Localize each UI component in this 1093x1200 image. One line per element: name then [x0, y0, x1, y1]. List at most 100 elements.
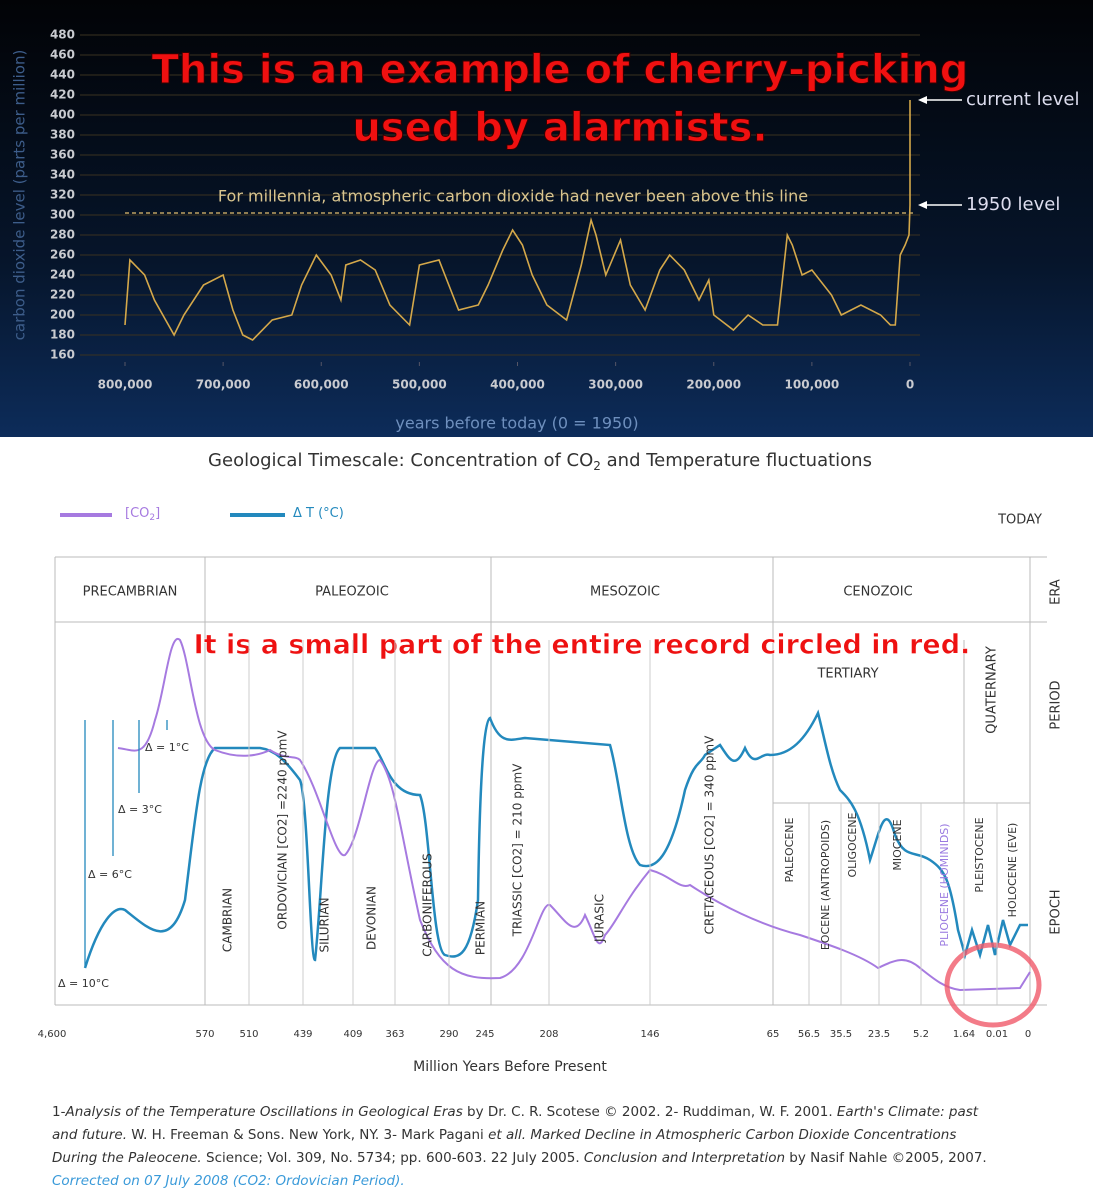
footnote-line: 1-Analysis of the Temperature Oscillatio…: [52, 1104, 979, 1120]
delta-arrows: [84, 720, 168, 966]
x-tick-label: 800,000: [98, 378, 153, 392]
epoch-label: PLIOCENE (HOMINIDS): [938, 823, 951, 946]
x-tick-label: 4,600: [38, 1029, 67, 1040]
co2-curve: [117, 637, 1031, 992]
footnote-segment: by Dr. C. R. Scotese © 2002. 2- Ruddiman…: [463, 1104, 837, 1120]
footnote-segment: Analysis of the Temperature Oscillations…: [64, 1104, 462, 1120]
footnote-segment: et all. Marked Decline in Atmospheric Ca…: [488, 1127, 956, 1143]
period-label: TRIASSIC [CO2] = 210 ppmV: [511, 763, 525, 938]
footnote-segment: 1-: [52, 1104, 66, 1120]
x-tick-label: 290: [439, 1029, 458, 1040]
y-axis-label: carbon dioxide level (parts per million): [11, 50, 29, 341]
y-tick-label: 280: [50, 228, 75, 242]
x-tick-label: 35.5: [830, 1029, 852, 1040]
footnote-line: and future. W. H. Freeman & Sons. New Yo…: [52, 1127, 956, 1143]
row-label: PERIOD: [1049, 680, 1064, 729]
geo-title: Geological Timescale: Concentration of C…: [208, 450, 872, 473]
y-tick-label: 320: [50, 188, 75, 202]
period-label: JURASIC: [593, 894, 607, 943]
y-tick-label: 460: [50, 48, 75, 62]
y-tick-label: 160: [50, 348, 75, 362]
x-tick-label: 200,000: [686, 378, 741, 392]
y-tick-label: 360: [50, 148, 75, 162]
annotation: used by alarmists.: [352, 105, 767, 151]
footnote-line: Corrected on 07 July 2008 (CO2: Ordovici…: [52, 1173, 405, 1189]
x-tick-label: 570: [195, 1029, 214, 1040]
footnote-segment: Corrected on 07 July 2008 (CO2: Ordovici…: [52, 1173, 405, 1189]
co2-line: [124, 100, 911, 341]
geo-chart: Geological Timescale: Concentration of C…: [38, 450, 1064, 1189]
period-label: SILURIAN: [318, 897, 332, 952]
epoch-label: EOCENE (ANTROPOIDS): [819, 820, 832, 950]
era-label: PRECAMBRIAN: [83, 585, 178, 600]
y-tick-label: 180: [50, 328, 75, 342]
arrow-head: [918, 201, 927, 209]
marker-label: 1950 level: [966, 194, 1060, 215]
delta-label: Δ = 1°C: [145, 741, 189, 754]
footnote-segment: Earth's Climate: past: [837, 1104, 979, 1120]
y-tick-label: 440: [50, 68, 75, 82]
today-label: TODAY: [997, 513, 1042, 528]
epoch-label: OLIGOCENE: [846, 812, 859, 877]
x-axis-label: Million Years Before Present: [413, 1059, 607, 1075]
top-background: [0, 0, 1093, 437]
footnote-segment: and future.: [52, 1127, 127, 1143]
period-label: CAMBRIAN: [221, 888, 235, 952]
era-label: PALEOZOIC: [315, 585, 389, 600]
x-tick-label: 146: [640, 1029, 659, 1040]
x-tick-label: 439: [293, 1029, 312, 1040]
legend-label: Δ T (°C): [293, 506, 344, 521]
x-tick-label: 0: [906, 378, 914, 392]
delta-label: Δ = 10°C: [58, 977, 109, 990]
row-label: ERA: [1049, 579, 1064, 605]
frame: [54, 556, 1047, 1006]
y-tick-label: 400: [50, 108, 75, 122]
annotation: It is a small part of the entire record …: [194, 630, 971, 661]
era-label: MESOZOIC: [590, 585, 660, 600]
period-label: ORDOVICIAN [CO2] =2240 ppmV: [276, 730, 290, 930]
y-tick-label: 240: [50, 268, 75, 282]
era-label: CENOZOIC: [843, 585, 912, 600]
temperature-curve: [83, 709, 1028, 969]
period-label: DEVONIAN: [365, 886, 379, 950]
y-tick-label: 480: [50, 28, 75, 42]
highlight-circle: [944, 942, 1042, 1028]
y-tick-label: 380: [50, 128, 75, 142]
footnote-segment: During the Paleocene.: [52, 1150, 202, 1166]
annotation: This is an example of cherry-picking: [152, 47, 969, 93]
x-tick-label: 500,000: [392, 378, 447, 392]
x-tick-label: 23.5: [868, 1029, 890, 1040]
period-label: TERTIARY: [816, 667, 878, 682]
x-tick-label: 56.5: [798, 1029, 820, 1040]
epoch-label: HOLOCENE (EVE): [1006, 823, 1019, 918]
x-tick-label: 700,000: [196, 378, 251, 392]
legend-label: [CO2]: [125, 506, 160, 523]
footnote-segment: W. H. Freeman & Sons. New York, NY. 3- M…: [127, 1127, 488, 1143]
period-label: PERMIAN: [474, 901, 488, 955]
x-tick-label: 100,000: [785, 378, 840, 392]
x-axis-label: years before today (0 = 1950): [395, 414, 638, 433]
delta-label: Δ = 6°C: [88, 868, 132, 881]
x-tick-label: 0.01: [986, 1029, 1008, 1040]
y-tick-label: 300: [50, 208, 75, 222]
x-tick-label: 245: [475, 1029, 494, 1040]
epoch-label: MIOCENE: [891, 819, 904, 870]
x-tick-label: 363: [385, 1029, 404, 1040]
footnote-segment: Conclusion and Interpretation: [584, 1150, 785, 1166]
x-tick-label: 1.64: [953, 1029, 975, 1040]
y-tick-label: 200: [50, 308, 75, 322]
x-tick-label: 300,000: [588, 378, 643, 392]
x-tick-label: 600,000: [294, 378, 349, 392]
y-tick-label: 260: [50, 248, 75, 262]
x-tick-label: 5.2: [913, 1029, 929, 1040]
x-tick-label: 510: [239, 1029, 258, 1040]
period-label: CRETACEOUS [CO2] = 340 ppmV: [703, 735, 717, 934]
epoch-label: PLEISTOCENE: [973, 817, 986, 892]
footnote-segment: by Nasif Nahle ©2005, 2007.: [785, 1150, 987, 1166]
x-tick-label: 409: [343, 1029, 362, 1040]
reference-label: For millennia, atmospheric carbon dioxid…: [218, 187, 808, 206]
row-label: EPOCH: [1049, 889, 1064, 934]
epoch-label: PALEOCENE: [783, 817, 796, 882]
